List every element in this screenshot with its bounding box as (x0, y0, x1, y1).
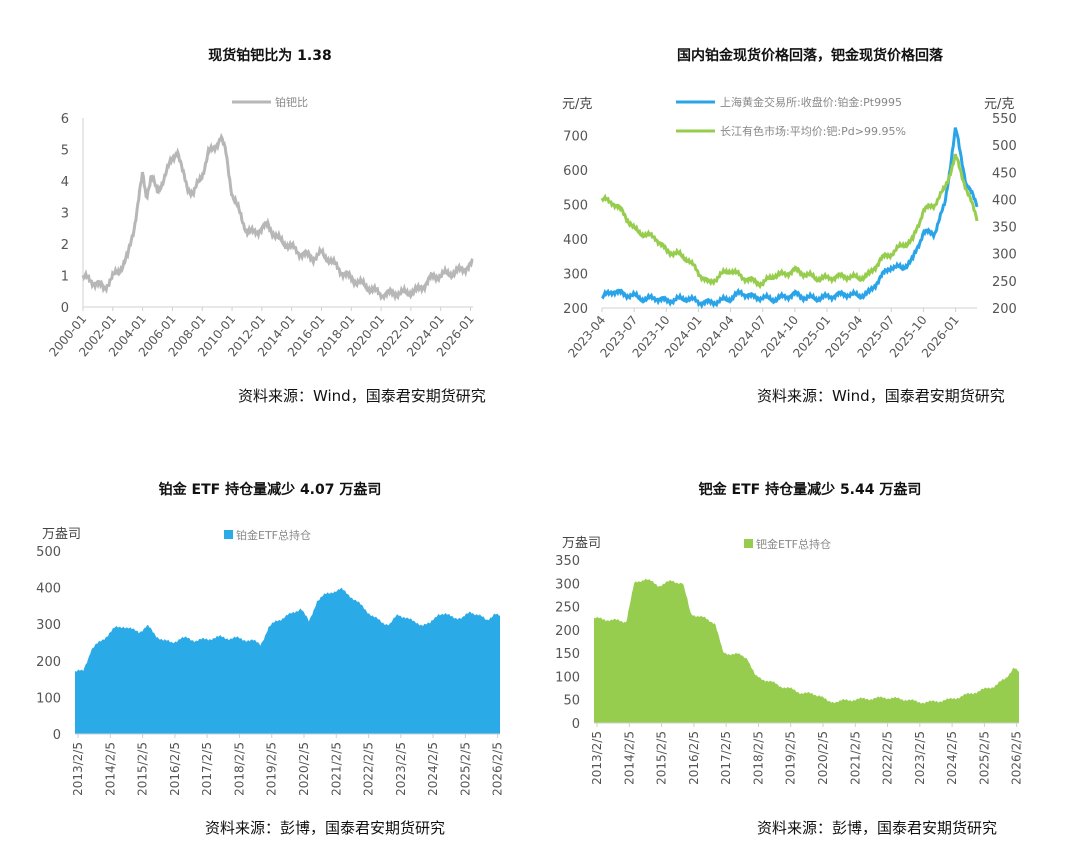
x-tick-label: 2026/2/5 (1010, 731, 1024, 785)
x-tick-label: 2025/2/5 (458, 742, 472, 796)
source-note: 资料来源：Wind，国泰君安期货研究 (757, 387, 1005, 405)
y-axis-label: 万盎司 (562, 536, 601, 551)
x-tick-label: 2017/2/5 (200, 742, 214, 796)
y-tick-label: 350 (555, 554, 580, 569)
chart-title: 铂金 ETF 持仓量减少 4.07 万盎司 (158, 482, 382, 498)
y-tick-label: 250 (555, 601, 580, 616)
y2-tick-label: 250 (992, 275, 1017, 290)
y-tick-label: 500 (36, 545, 61, 560)
ratio-chart: 01234562000-012002-012004-012006-012008-… (46, 95, 476, 359)
x-tick-label: 2024/2/5 (426, 742, 440, 796)
x-tick-label: 2014/2/5 (622, 731, 636, 785)
y-tick-label: 400 (563, 233, 588, 248)
x-tick-label: 2023/2/5 (913, 731, 927, 785)
y-tick-label: 200 (36, 655, 61, 670)
y-tick-label: 500 (563, 198, 588, 213)
legend-label: 钯金ETF总持仓 (756, 537, 831, 551)
y-tick-label: 0 (53, 728, 61, 743)
y-tick-label: 200 (563, 302, 588, 317)
y-axis-label: 元/克 (562, 97, 592, 112)
x-tick-label: 2016/2/5 (687, 731, 701, 785)
y-tick-label: 2 (61, 238, 69, 253)
y-tick-label: 4 (61, 175, 69, 190)
x-tick-label: 2025/2/5 (977, 731, 991, 785)
y-tick-label: 50 (563, 694, 580, 709)
series-line-ratio (81, 132, 474, 302)
x-tick-label: 2019/2/5 (784, 731, 798, 785)
y-tick-label: 1 (61, 270, 69, 285)
y2-tick-label: 500 (992, 139, 1017, 154)
y-tick-label: 300 (555, 577, 580, 592)
source-note: 资料来源：彭博，国泰君安期货研究 (757, 819, 998, 837)
y-tick-label: 100 (36, 691, 61, 706)
y-tick-label: 150 (555, 647, 580, 662)
x-tick-label: 2022/2/5 (362, 742, 376, 796)
y2-tick-label: 350 (992, 221, 1017, 236)
y-tick-label: 100 (555, 670, 580, 685)
panel-pt-etf: 铂金 ETF 持仓量减少 4.07 万盎司 万盎司 0 100 200 300 400 50… (0, 427, 540, 854)
y-axis-label: 万盎司 (42, 527, 81, 542)
x-tick-label: 2018/2/5 (751, 731, 765, 785)
x-tick-label: 2020/2/5 (297, 742, 311, 796)
chart-title: 钯金 ETF 持仓量减少 5.44 万盎司 (698, 482, 922, 498)
y-tick-label: 3 (61, 207, 69, 222)
x-tick-label: 2020/2/5 (816, 731, 830, 785)
source-note: 资料来源：Wind，国泰君安期货研究 (238, 387, 486, 405)
x-tick-label: 2014/2/5 (103, 742, 117, 796)
y-tick-label: 200 (555, 624, 580, 639)
y-tick-label: 5 (61, 144, 69, 159)
source-note: 资料来源：彭博，国泰君安期货研究 (205, 819, 446, 837)
y-tick-label: 6 (61, 112, 69, 127)
x-tick-label: 2021/2/5 (329, 742, 343, 796)
legend-label: 铂钯比 (275, 95, 308, 109)
legend-label: 上海黄金交易所:收盘价:铂金:Pt9995 (720, 95, 902, 109)
pd-etf-chart: 万盎司 0 50 100 150 200 250 300 350 2013/2/5 2014/2/5… (555, 536, 1024, 785)
x-tick-label: 2015/2/5 (655, 731, 669, 785)
panel-ratio: 现货铂钯比为 1.38 0 1 2 3 4 5 6 2000-01 2002-01 2004-01… (0, 0, 540, 427)
x-tick-label: 2015/2/5 (136, 742, 150, 796)
y-tick-label: 300 (36, 618, 61, 633)
chart-title: 国内铂金现货价格回落，钯金现货价格回落 (677, 48, 943, 64)
series-line-platinum (600, 127, 979, 310)
chart-title: 现货铂钯比为 1.38 (208, 48, 332, 64)
spot-price-chart: 元/克 元/克 200 300 400 500 600 700 200 250 300 350 400 4… (562, 95, 1017, 360)
y2-tick-label: 450 (992, 166, 1017, 181)
y-tick-label: 600 (563, 164, 588, 179)
legend-label: 长江有色市场:平均价:钯:Pd>99.95% (720, 124, 906, 138)
y-tick-label: 700 (563, 129, 588, 144)
x-tick-label: 2023/2/5 (394, 742, 408, 796)
legend-label: 铂金ETF总持仓 (236, 528, 311, 542)
x-tick-label: 2018/2/5 (232, 742, 246, 796)
legend-swatch (744, 539, 753, 548)
panel-pd-etf: 钯金 ETF 持仓量减少 5.44 万盎司 万盎司 0 50 100 150 200 250… (540, 427, 1080, 854)
x-tick-label: 2024/2/5 (945, 731, 959, 785)
x-tick-label: 2013/2/5 (71, 742, 85, 796)
x-tick-label: 2013/2/5 (590, 731, 604, 785)
series-area (594, 578, 1019, 723)
x-tick-label: 2022/2/5 (881, 731, 895, 785)
legend-swatch (224, 530, 233, 539)
panel-spot: 国内铂金现货价格回落，钯金现货价格回落 元/克 元/克 200 300 400 500 60… (540, 0, 1080, 427)
y2-tick-label: 300 (992, 248, 1017, 263)
x-tick-label: 2017/2/5 (719, 731, 733, 785)
pt-etf-chart: 万盎司 0 100 200 300 400 500 2013/2/5 2014/2/5 2015/… (36, 527, 505, 796)
x-tick-label: 2019/2/5 (265, 742, 279, 796)
y-tick-label: 300 (563, 267, 588, 282)
y2-tick-label: 550 (992, 112, 1017, 127)
series-line-palladium (600, 153, 979, 290)
y-tick-label: 400 (36, 582, 61, 597)
y2-tick-label: 200 (992, 302, 1017, 317)
y-tick-label: 0 (61, 301, 69, 316)
y2-tick-label: 400 (992, 193, 1017, 208)
series-area (75, 587, 500, 734)
x-tick-label: 2026/2/5 (491, 742, 505, 796)
y-tick-label: 0 (572, 717, 580, 732)
y2-axis-label: 元/克 (984, 97, 1014, 112)
x-tick-label: 2021/2/5 (848, 731, 862, 785)
x-tick-label: 2016/2/5 (168, 742, 182, 796)
